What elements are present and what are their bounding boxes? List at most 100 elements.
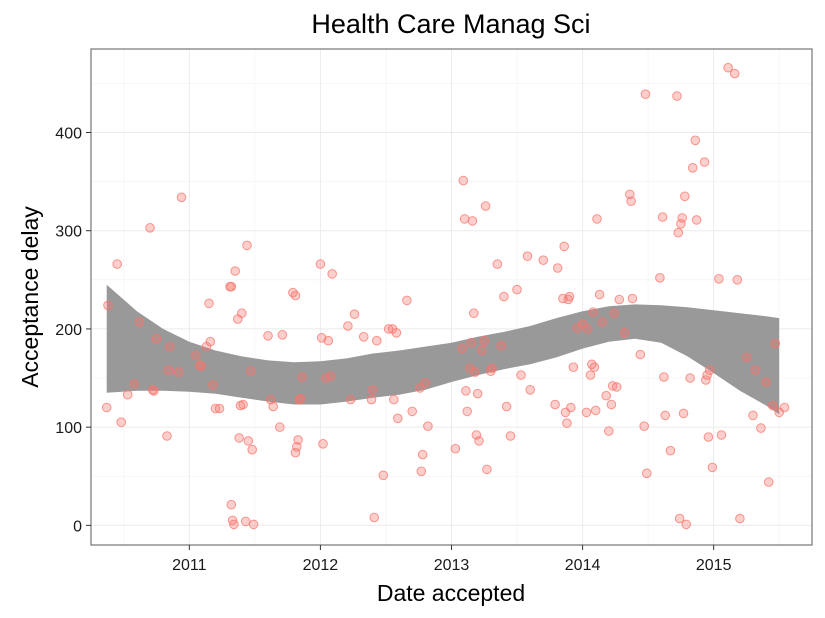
data-point — [627, 293, 638, 304]
data-point — [604, 426, 614, 436]
data-point — [501, 401, 512, 412]
data-point — [151, 333, 162, 344]
data-point — [566, 402, 576, 413]
data-point — [601, 390, 612, 401]
data-point — [594, 289, 605, 300]
data-point — [479, 335, 490, 346]
y-axis-title: Acceptance delay — [17, 206, 43, 388]
data-point — [761, 377, 771, 387]
data-point — [732, 275, 743, 285]
data-point — [450, 443, 461, 454]
data-point — [417, 449, 428, 460]
data-point — [748, 410, 758, 421]
data-point — [237, 308, 247, 319]
data-point — [116, 417, 126, 428]
data-point — [585, 370, 596, 380]
data-point — [238, 399, 248, 410]
data-point — [672, 91, 682, 101]
data-point — [691, 215, 702, 225]
data-point — [699, 157, 710, 167]
data-point — [323, 335, 334, 346]
data-point — [687, 163, 698, 173]
data-point — [714, 274, 724, 284]
data-point — [496, 340, 507, 351]
data-point — [275, 422, 285, 432]
data-point — [655, 273, 665, 283]
data-point — [349, 309, 360, 320]
data-point — [470, 367, 480, 377]
data-point — [550, 399, 560, 410]
data-point — [626, 196, 636, 206]
data-point — [635, 349, 646, 360]
data-point — [358, 332, 369, 342]
data-point — [318, 439, 328, 449]
data-point — [208, 380, 218, 390]
data-point — [389, 394, 399, 405]
data-point — [673, 227, 684, 238]
data-point — [723, 62, 733, 73]
data-point — [366, 394, 377, 405]
data-point — [674, 513, 685, 524]
data-point — [462, 406, 473, 417]
data-point — [326, 371, 336, 381]
data-point — [516, 370, 526, 380]
data-point — [129, 379, 140, 389]
chart-title: Health Care Manag Sci — [311, 9, 590, 39]
data-point — [538, 255, 549, 266]
data-point — [423, 421, 433, 432]
data-point — [204, 298, 214, 309]
y-axis: 0 100 200 300 400 — [55, 125, 91, 535]
data-point — [471, 430, 482, 440]
data-point — [677, 213, 688, 223]
data-point — [457, 343, 467, 354]
data-point — [122, 389, 133, 400]
data-point — [292, 442, 302, 452]
data-point — [226, 281, 237, 292]
data-point — [512, 284, 522, 295]
y-tick-label: 400 — [55, 125, 82, 142]
data-point — [277, 330, 288, 340]
data-point — [592, 214, 602, 224]
data-point — [191, 350, 201, 361]
data-point — [174, 367, 184, 377]
data-point — [606, 399, 617, 410]
data-point — [583, 324, 593, 334]
data-point — [293, 435, 303, 445]
data-point — [587, 359, 597, 370]
data-point — [690, 135, 701, 146]
data-point — [134, 317, 145, 327]
x-axis: 2011 2012 2013 2014 2015 — [172, 545, 732, 574]
data-point — [564, 291, 575, 302]
data-point — [242, 240, 252, 251]
data-point — [288, 287, 298, 298]
data-point — [226, 499, 237, 510]
data-point — [756, 423, 766, 433]
data-point — [246, 366, 256, 377]
data-point — [657, 212, 668, 222]
data-point — [230, 266, 240, 276]
data-point — [750, 365, 761, 376]
data-point — [234, 433, 244, 443]
x-tick-label: 2014 — [565, 557, 601, 574]
x-tick-label: 2015 — [696, 557, 732, 574]
data-point — [562, 418, 572, 429]
data-point — [101, 402, 112, 413]
data-point — [735, 513, 745, 524]
data-point — [472, 388, 483, 399]
x-axis-title: Date accepted — [377, 580, 525, 606]
data-point — [369, 512, 380, 523]
data-point — [611, 382, 622, 392]
data-point — [162, 431, 172, 441]
smooth-band-layer — [106, 284, 780, 415]
data-point — [681, 519, 692, 530]
y-tick-label: 300 — [55, 224, 82, 241]
data-point — [581, 407, 592, 418]
data-point — [248, 519, 259, 530]
data-point — [590, 405, 601, 416]
data-point — [716, 430, 727, 440]
data-point — [597, 317, 608, 327]
data-point — [320, 373, 331, 383]
x-tick-label: 2012 — [303, 557, 339, 574]
data-point — [704, 365, 715, 376]
y-tick-label: 0 — [73, 518, 82, 535]
